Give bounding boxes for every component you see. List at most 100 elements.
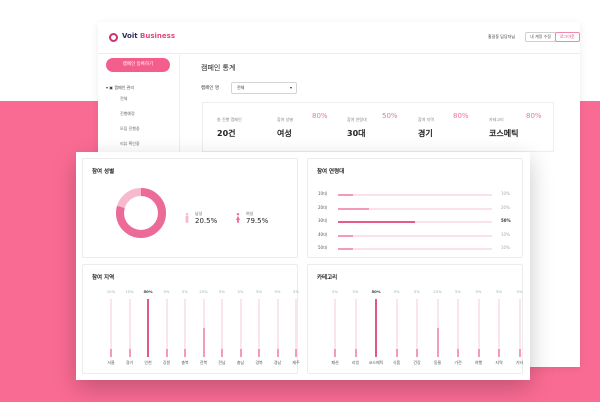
bar-column: 5% 경남 (271, 289, 285, 371)
summary-region: 참여 지역 경기 (418, 117, 434, 139)
logout-button[interactable]: 로그아웃 (555, 32, 580, 42)
bar-pct-label: 5% (274, 289, 281, 294)
bar-pct-label: 5% (218, 289, 226, 294)
sidebar-group-label: 캠페인 관리 (114, 85, 135, 90)
bar-pct-label: 10% (125, 289, 134, 294)
bar-column: 5% 충남 (234, 289, 248, 371)
bar-category-label: 충남 (236, 360, 245, 365)
female-person-icon (236, 213, 240, 223)
bar-pct-label: 5% (163, 289, 170, 294)
bar-category-label: 코스메틱 (368, 360, 384, 365)
summary-age: 참여 연령대 30대 (347, 117, 367, 139)
campaign-filter-label: 캠페인 명 (201, 86, 219, 91)
male-person-icon (185, 213, 189, 223)
bar (258, 349, 260, 357)
age-row: 40대 10% (318, 232, 516, 240)
bar-category-label: 전북 (199, 360, 208, 365)
bar (202, 328, 205, 357)
bar-column: 50% 인천 (141, 289, 155, 371)
bar-track (457, 299, 459, 357)
age-row: 20대 20% (318, 205, 516, 213)
category-card: 카테고리 5% 패션 5% 리빙 50% 코스메틱 5% 식품 5% 건강 25% 동물 5% 가전 5% 여… (307, 264, 523, 374)
bar-track (498, 299, 500, 357)
bar-track (518, 299, 521, 357)
bar-column: 5% 강원 (160, 289, 174, 371)
campaign-filter-select[interactable]: 전체 ▾ (231, 82, 297, 94)
age-bar-track (338, 207, 492, 210)
bar-pct-label: 5% (516, 289, 523, 294)
age-bar-track (338, 194, 492, 196)
age-bar (338, 194, 354, 196)
legend-female-pct: 79.5% (246, 217, 269, 225)
summary-label: 참여 성별 (277, 117, 293, 122)
bar-track (110, 299, 112, 357)
sidebar-item-review[interactable]: 리뷰 확인중 (120, 141, 140, 146)
bar-column: 5% 패션 (328, 289, 342, 371)
filter-value: 전체 (237, 85, 245, 90)
edit-account-button[interactable]: 내 계정 수정 (525, 32, 556, 42)
summary-panel: 총 진행 캠페인 20건 참여 성별 여성 80% 참여 연령대 30대 50%… (202, 102, 554, 152)
category-card-title: 카테고리 (317, 275, 338, 281)
summary-pct: 80% (526, 112, 542, 120)
create-campaign-button[interactable]: 캠페인 등록하기 (106, 58, 170, 72)
bar-column: 5% 식품 (390, 289, 404, 371)
bar-category-label: 강원 (162, 360, 171, 365)
logo-icon (109, 33, 118, 42)
sidebar-item-all[interactable]: 전체 (120, 96, 128, 101)
brand-name: Voit (122, 32, 141, 40)
bar-track (128, 299, 131, 357)
bar-column: 5% 지역 (492, 289, 506, 371)
chevron-down-icon: ▾ (289, 85, 292, 90)
bar-pct-label: 5% (475, 289, 482, 294)
summary-label: 참여 연령대 (347, 117, 367, 122)
bar (110, 349, 112, 357)
donut-female-segment (116, 188, 166, 238)
age-bar (338, 221, 415, 223)
sidebar-item-scheduled[interactable]: 진행예정 (120, 111, 135, 116)
bar-pct-label: 25% (433, 289, 442, 294)
bar-category-label: 여행 (474, 360, 483, 365)
summary-pct: 80% (453, 112, 469, 120)
bar-column: 5% 건강 (410, 289, 424, 371)
age-pct: 10% (501, 231, 510, 237)
bar-category-label: 제주 (292, 360, 300, 365)
summary-value: 코스메틱 (489, 129, 519, 138)
age-label: 40대 (318, 231, 327, 237)
bar-category-label: 경기 (125, 360, 134, 365)
bar-pct-label: 5% (352, 289, 359, 294)
bar-column: 25% 전북 (197, 289, 211, 371)
summary-pct: 80% (312, 112, 328, 120)
age-card-title: 참여 연령대 (317, 169, 345, 175)
bar-track (295, 299, 297, 357)
summary-value: 여성 (277, 129, 292, 138)
bar-category-label: 리빙 (351, 360, 360, 365)
bar (334, 349, 336, 357)
age-bar-track (338, 248, 492, 250)
gender-card: 참여 성별 남성 20.5% 여성 79.5% (82, 158, 298, 258)
summary-label: 참여 지역 (418, 117, 434, 122)
gender-card-title: 참여 성별 (92, 169, 115, 175)
bar (375, 299, 377, 357)
bar (395, 349, 398, 357)
age-row: 10대 10% (318, 191, 516, 199)
bar-track (416, 299, 418, 357)
sidebar-item-recruiting[interactable]: 모집 진행중 (120, 126, 140, 131)
brand-logo[interactable]: Voit Business (122, 32, 175, 40)
bar (184, 349, 186, 357)
statistics-dashboard: 참여 성별 남성 20.5% 여성 79.5% 참여 연령대 10대 10% 20대… (76, 152, 530, 380)
bar-track (202, 299, 205, 357)
sidebar-group-campaign[interactable]: ▾ ▣ 캠페인 관리 (106, 85, 135, 90)
summary-value: 경기 (418, 129, 433, 138)
bar (416, 349, 418, 357)
bar-pct-label: 50% (371, 289, 381, 294)
bar-category-label: 건강 (413, 360, 421, 365)
bar-column: 5% 가전 (451, 289, 465, 371)
summary-gender: 참여 성별 여성 (277, 117, 293, 139)
bar-track (375, 299, 377, 357)
legend-male-label: 남성 (195, 211, 203, 216)
bar-track (276, 299, 279, 357)
bar (295, 349, 297, 357)
age-bar-track (338, 234, 492, 237)
bar (147, 299, 149, 357)
bar-category-label: 식품 (392, 360, 401, 365)
